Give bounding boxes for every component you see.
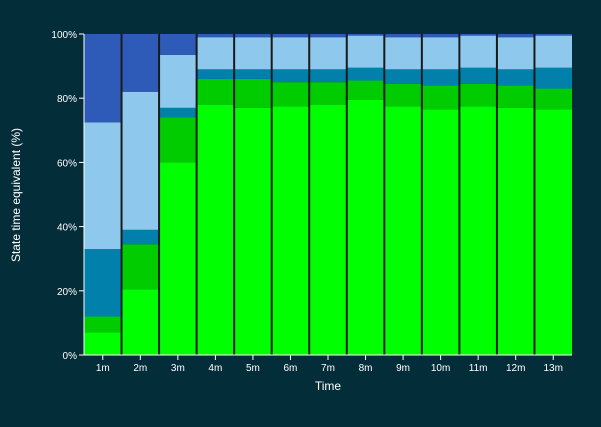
bar-segment-7m-state-1: [309, 104, 347, 356]
bar-segment-5m-state-3: [234, 69, 272, 79]
bar-segment-13m-state-4: [534, 35, 572, 68]
bar-segment-3m-state-3: [159, 107, 197, 118]
y-tick-label: 40%: [57, 223, 77, 234]
y-tick-label: 80%: [57, 94, 77, 105]
x-tick-label: 8m: [359, 363, 373, 374]
bar-segment-2m-state-5: [121, 34, 160, 92]
x-tick-label: 11m: [469, 363, 488, 374]
bar-segment-6m-state-1: [271, 106, 310, 355]
bar-segment-3m-state-4: [159, 54, 197, 108]
bar-segment-3m-state-1: [159, 162, 197, 355]
bar-segment-8m-state-5: [346, 34, 385, 36]
y-tick-label: 20%: [57, 287, 77, 298]
x-tick-label: 12m: [506, 363, 525, 374]
bar-segment-10m-state-5: [421, 34, 460, 38]
bar-segment-9m-state-3: [384, 69, 422, 84]
x-tick-label: 3m: [171, 363, 185, 374]
bar-segment-5m-state-1: [234, 107, 272, 355]
bar-segment-1m-state-4: [84, 122, 122, 250]
bar-segment-7m-state-4: [309, 37, 347, 70]
bar-segment-7m-state-3: [309, 69, 347, 83]
bar-segment-10m-state-4: [421, 37, 460, 70]
bar-segment-12m-state-1: [496, 107, 535, 355]
bar-segment-6m-state-4: [271, 37, 310, 70]
x-tick-label: 9m: [396, 363, 410, 374]
bars-layer: [84, 34, 572, 356]
bar-segment-1m-state-2: [84, 316, 122, 333]
bar-segment-4m-state-4: [196, 37, 235, 70]
y-tick-label: 100%: [51, 30, 77, 41]
bar-segment-3m-state-5: [159, 34, 197, 55]
bar-segment-6m-state-2: [271, 82, 310, 107]
bar-segment-11m-state-1: [459, 106, 497, 355]
bar-segment-9m-state-4: [384, 37, 422, 70]
bar-segment-9m-state-2: [384, 83, 422, 107]
bar-segment-3m-state-2: [159, 117, 197, 163]
x-tick-label: 5m: [246, 363, 260, 374]
bar-segment-2m-state-4: [121, 91, 160, 230]
bar-segment-12m-state-5: [496, 34, 535, 38]
x-tick-label: 6m: [284, 363, 298, 374]
bar-segment-11m-state-3: [459, 67, 497, 84]
x-axis-title: Time: [315, 379, 342, 393]
bar-segment-10m-state-3: [421, 69, 460, 86]
bar-segment-11m-state-4: [459, 35, 497, 68]
bar-segment-12m-state-4: [496, 37, 535, 70]
bar-segment-9m-state-5: [384, 34, 422, 38]
bar-segment-13m-state-3: [534, 67, 572, 89]
bar-segment-1m-state-3: [84, 249, 122, 317]
bar-segment-2m-state-1: [121, 289, 160, 355]
bar-segment-11m-state-2: [459, 83, 497, 107]
bar-segment-10m-state-1: [421, 109, 460, 355]
bar-segment-11m-state-5: [459, 34, 497, 36]
bar-segment-5m-state-4: [234, 37, 272, 70]
y-axis-title: State time equivalent (%): [9, 128, 23, 262]
x-tick-label: 4m: [208, 363, 222, 374]
bar-segment-6m-state-5: [271, 34, 310, 38]
bar-segment-5m-state-5: [234, 34, 272, 38]
bar-segment-2m-state-3: [121, 229, 160, 245]
bar-segment-8m-state-1: [346, 99, 385, 355]
bar-segment-4m-state-2: [196, 78, 235, 105]
y-tick-label: 0%: [63, 351, 78, 362]
x-tick-label: 2m: [133, 363, 147, 374]
x-tick-label: 10m: [431, 363, 450, 374]
x-tick-label: 1m: [96, 363, 110, 374]
bar-segment-7m-state-2: [309, 82, 347, 105]
bar-segment-12m-state-3: [496, 69, 535, 86]
x-tick-label: 13m: [544, 363, 563, 374]
bar-segment-1m-state-5: [84, 34, 122, 123]
bar-segment-2m-state-2: [121, 244, 160, 290]
bar-segment-4m-state-5: [196, 34, 235, 38]
bar-segment-13m-state-2: [534, 88, 572, 110]
bar-segment-4m-state-3: [196, 69, 235, 79]
axes-layer: 0% 20% 40% 60% 80% 100% 1m 2m 3m 4m 5m 6m 7m 8m 9m 10m 1…: [51, 30, 572, 374]
bar-segment-1m-state-1: [84, 332, 122, 355]
bar-segment-9m-state-1: [384, 106, 422, 355]
bar-segment-8m-state-3: [346, 67, 385, 81]
bar-segment-5m-state-2: [234, 78, 272, 108]
bar-segment-10m-state-2: [421, 85, 460, 110]
bar-segment-12m-state-2: [496, 85, 535, 108]
bar-segment-13m-state-1: [534, 109, 572, 355]
bar-segment-8m-state-2: [346, 80, 385, 100]
bar-segment-4m-state-1: [196, 104, 235, 356]
bar-segment-7m-state-5: [309, 34, 347, 38]
y-tick-label: 60%: [57, 158, 77, 169]
bar-segment-6m-state-3: [271, 69, 310, 83]
bar-segment-8m-state-4: [346, 35, 385, 68]
x-tick-label: 7m: [321, 363, 335, 374]
bar-segment-13m-state-5: [534, 34, 572, 36]
